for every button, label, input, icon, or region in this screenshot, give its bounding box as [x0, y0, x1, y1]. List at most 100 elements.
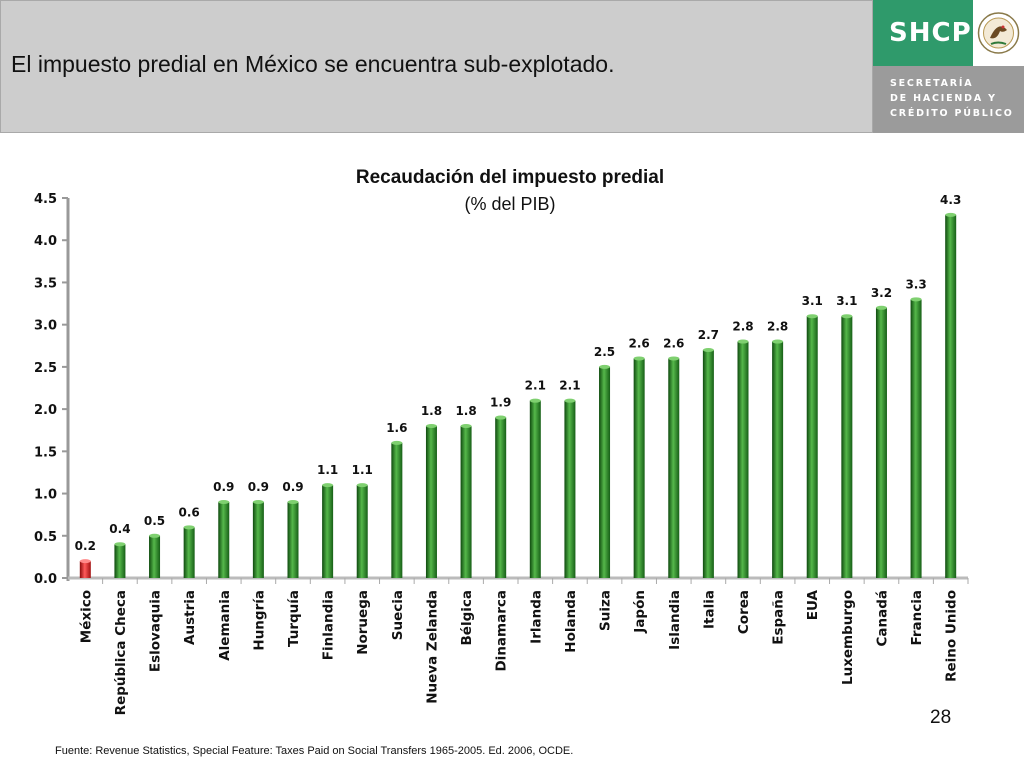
data-label: 1.1	[317, 463, 338, 477]
shcp-name-line: CRÉDITO PÚBLICO	[890, 108, 1014, 119]
slide-title: El impuesto predial en México se encuent…	[11, 51, 615, 77]
category-label: Bélgica	[459, 590, 475, 645]
bar	[322, 485, 334, 578]
category-label: Turquía	[286, 590, 302, 647]
category-label: Suiza	[598, 590, 614, 631]
bar-top	[737, 339, 749, 344]
data-label: 2.1	[559, 379, 580, 393]
category-label: Holanda	[563, 590, 579, 653]
category-label: Suecia	[390, 590, 406, 640]
bar	[356, 485, 368, 578]
source-note: Fuente: Revenue Statistics, Special Feat…	[55, 745, 574, 757]
data-label: 2.8	[732, 320, 753, 334]
bar	[114, 544, 126, 578]
shcp-logo-text: SHCP	[889, 18, 972, 48]
y-tick-label: 2.5	[34, 361, 57, 376]
bar-top	[529, 398, 541, 403]
data-label: 0.2	[75, 539, 96, 553]
data-label: 2.6	[663, 336, 684, 350]
data-label: 0.6	[179, 505, 200, 519]
category-label: Luxemburgo	[840, 590, 856, 685]
shcp-name-line: SECRETARÍA	[890, 78, 974, 89]
category-label: Dinamarca	[494, 590, 510, 672]
data-label: 0.4	[109, 522, 130, 536]
bar	[806, 316, 818, 578]
bar-top	[806, 314, 818, 319]
bar-top	[841, 314, 853, 319]
bar	[910, 299, 922, 578]
category-label: Noruega	[355, 590, 371, 655]
chart-subtitle: (% del PIB)	[464, 194, 556, 214]
data-label: 0.9	[213, 480, 234, 494]
category-label: Islandia	[667, 590, 683, 650]
bar-top	[460, 424, 472, 428]
category-label: Nueva Zelanda	[424, 590, 440, 704]
chart-title: Recaudación del impuesto predial	[355, 167, 665, 188]
bar	[218, 502, 230, 578]
bar-top	[772, 339, 784, 344]
bar	[252, 502, 264, 578]
category-label: Finlandia	[321, 590, 337, 660]
data-label: 3.2	[871, 286, 892, 300]
category-label: Francia	[909, 590, 925, 645]
y-tick-label: 3.5	[34, 276, 57, 291]
bar	[287, 502, 299, 578]
category-label: Irlanda	[528, 590, 544, 644]
bar-top	[183, 525, 195, 530]
shcp-logo: SHCP	[873, 0, 973, 66]
category-label: España	[771, 590, 787, 645]
data-label: 2.8	[767, 320, 788, 334]
data-label: 0.9	[248, 480, 269, 494]
data-label: 4.3	[940, 193, 961, 207]
y-tick-label: 0.5	[34, 530, 57, 545]
bar	[564, 400, 576, 578]
category-label: Italia	[701, 590, 717, 629]
category-label: Austria	[182, 590, 198, 645]
bar-top	[945, 212, 957, 217]
bar-top	[668, 356, 680, 361]
category-label: EUA	[805, 589, 821, 620]
data-label: 1.9	[490, 396, 511, 410]
bar-top	[149, 533, 161, 538]
bar-top	[875, 305, 887, 310]
shcp-name-line: DE HACIENDA Y	[890, 93, 997, 104]
data-label: 1.8	[421, 404, 442, 418]
bar	[495, 417, 507, 578]
bar-top	[425, 424, 437, 428]
shcp-name: SECRETARÍA DE HACIENDA Y CRÉDITO PÚBLICO	[890, 76, 1014, 121]
page-number: 28	[930, 707, 952, 728]
bar-top	[79, 559, 91, 564]
bar-top	[218, 500, 230, 504]
shcp-brand-panel: SHCP SECRETARÍA DE HACIENDA Y CRÉDITO PÚ…	[873, 0, 1024, 133]
data-label: 1.6	[386, 421, 407, 435]
y-tick-label: 3.0	[34, 319, 57, 334]
data-label: 2.7	[698, 328, 719, 342]
category-label: Canadá	[874, 590, 890, 647]
bar-top	[495, 415, 507, 420]
bar-top	[356, 483, 368, 488]
bar	[875, 307, 887, 578]
y-tick-label: 4.5	[34, 192, 57, 207]
bar-top	[702, 348, 714, 352]
bar	[945, 214, 957, 578]
data-label: 2.5	[594, 345, 615, 359]
data-label: 0.9	[282, 480, 303, 494]
highlight-bar	[79, 561, 91, 578]
y-tick-label: 1.0	[34, 488, 57, 503]
data-label: 2.1	[525, 379, 546, 393]
mexican-eagle-seal-icon	[973, 0, 1024, 66]
data-label: 1.8	[455, 404, 476, 418]
bar	[599, 366, 611, 578]
category-label: Corea	[736, 590, 752, 634]
bar-top	[564, 398, 576, 403]
y-tick-label: 4.0	[34, 234, 57, 249]
data-label: 3.1	[836, 294, 857, 308]
bar	[633, 358, 645, 578]
bar	[149, 535, 161, 578]
bar	[460, 426, 472, 578]
data-label: 1.1	[352, 463, 373, 477]
bar-top	[287, 500, 299, 504]
bar	[529, 400, 541, 578]
data-label: 3.1	[802, 294, 823, 308]
category-label: Hungría	[251, 590, 267, 651]
